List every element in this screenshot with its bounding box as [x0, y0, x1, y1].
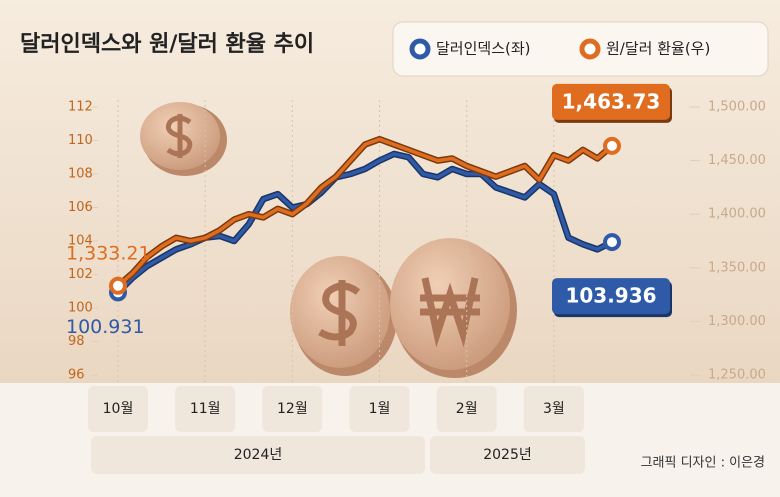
- y-tick-label: 96: [68, 368, 85, 383]
- value-label: 103.936: [565, 284, 656, 308]
- x-tick-label: 10월: [103, 401, 134, 417]
- y2-tick-label: 1,350.00: [708, 260, 766, 275]
- y-tick-label: 98: [68, 334, 85, 349]
- y-tick-label: 108: [68, 167, 93, 182]
- credit: 그래픽 디자인 : 이은경: [641, 456, 765, 471]
- legend-label: 원/달러 환율(우): [606, 40, 710, 58]
- year-label: 2025년: [483, 447, 532, 463]
- end-marker: [603, 136, 621, 155]
- x-tick-label: 3월: [543, 401, 565, 417]
- legend-marker: [579, 38, 601, 60]
- year-label: 2024년: [234, 447, 283, 463]
- value-label: 100.931: [66, 316, 145, 338]
- y-tick-label: 110: [68, 133, 93, 148]
- month-box: [523, 386, 584, 432]
- legend-label: 달러인덱스(좌): [436, 40, 531, 58]
- y-tick-label: 112: [68, 100, 93, 115]
- y2-tick-label: 1,300.00: [708, 314, 766, 329]
- month-box: [349, 386, 410, 432]
- month-box: [262, 386, 323, 432]
- x-tick-label: 2월: [456, 401, 478, 417]
- y-tick-label: 106: [68, 200, 93, 215]
- end-marker: [603, 233, 621, 252]
- y2-tick-label: 1,400.00: [708, 207, 766, 222]
- value-label-box: [552, 278, 670, 315]
- legend-marker: [409, 38, 431, 60]
- coins: [140, 102, 517, 378]
- year-box: [430, 436, 585, 474]
- year-box: [91, 436, 425, 474]
- month-box: [436, 386, 497, 432]
- y2-tick-label: 1,450.00: [708, 153, 766, 168]
- value-label: 1,463.73: [562, 89, 661, 113]
- line: [116, 137, 614, 288]
- y2-tick-label: 1,500.00: [708, 100, 766, 115]
- chart-title: 달러인덱스와 원/달러 환율 추이: [20, 32, 314, 57]
- y-tick-label: 102: [68, 267, 93, 282]
- x-tick-label: 11월: [190, 401, 221, 417]
- y2-tick-label: 1,250.00: [708, 368, 766, 383]
- value-label-box: [552, 83, 670, 120]
- end-marker: [109, 276, 127, 295]
- value-label: 1,333.21: [66, 242, 151, 264]
- y-tick-label: 104: [68, 234, 93, 249]
- month-box: [175, 386, 236, 432]
- y-tick-label: 100: [68, 301, 93, 316]
- x-tick-label: 1월: [369, 401, 391, 417]
- x-tick-label: 12월: [277, 401, 308, 417]
- month-box: [88, 386, 148, 432]
